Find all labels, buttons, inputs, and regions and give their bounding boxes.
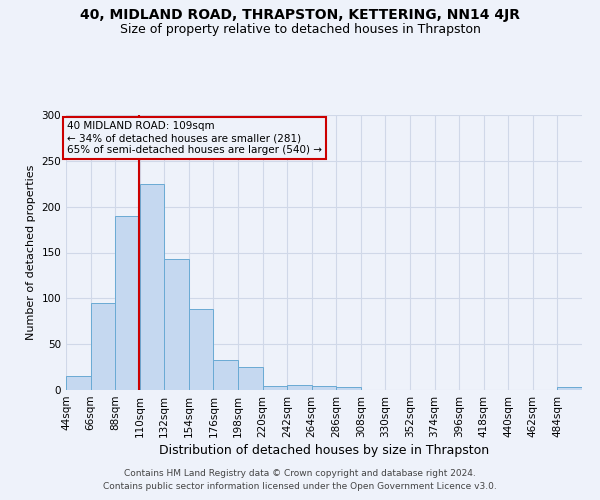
Bar xyxy=(238,367,263,390)
Y-axis label: Number of detached properties: Number of detached properties xyxy=(26,165,36,340)
Bar xyxy=(214,360,238,390)
Bar xyxy=(312,386,336,390)
X-axis label: Distribution of detached houses by size in Thrapston: Distribution of detached houses by size … xyxy=(159,444,489,457)
Bar xyxy=(115,216,140,390)
Bar xyxy=(336,387,361,390)
Bar xyxy=(66,376,91,390)
Bar xyxy=(164,259,189,390)
Text: Contains HM Land Registry data © Crown copyright and database right 2024.: Contains HM Land Registry data © Crown c… xyxy=(124,468,476,477)
Text: Size of property relative to detached houses in Thrapston: Size of property relative to detached ho… xyxy=(119,22,481,36)
Bar xyxy=(287,384,312,390)
Bar xyxy=(189,310,214,390)
Bar xyxy=(140,184,164,390)
Bar xyxy=(263,386,287,390)
Text: 40 MIDLAND ROAD: 109sqm
← 34% of detached houses are smaller (281)
65% of semi-d: 40 MIDLAND ROAD: 109sqm ← 34% of detache… xyxy=(67,122,322,154)
Text: Contains public sector information licensed under the Open Government Licence v3: Contains public sector information licen… xyxy=(103,482,497,491)
Text: 40, MIDLAND ROAD, THRAPSTON, KETTERING, NN14 4JR: 40, MIDLAND ROAD, THRAPSTON, KETTERING, … xyxy=(80,8,520,22)
Bar xyxy=(557,387,582,390)
Bar xyxy=(91,303,115,390)
